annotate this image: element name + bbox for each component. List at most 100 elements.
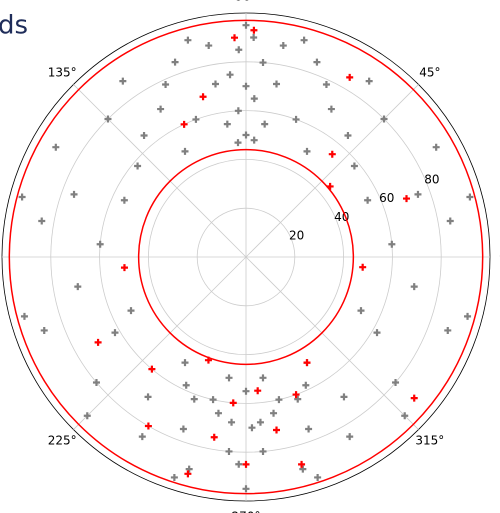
point [414, 190, 422, 198]
point [410, 283, 418, 291]
radial-tick-label: 80 [424, 173, 439, 187]
point [299, 465, 307, 473]
point [171, 58, 179, 66]
point [380, 115, 388, 123]
point [184, 470, 192, 478]
point [373, 329, 381, 337]
point [209, 396, 217, 404]
point [134, 162, 142, 170]
point [279, 42, 287, 50]
point [162, 81, 170, 89]
point [328, 150, 336, 158]
point [327, 105, 335, 113]
point [242, 21, 250, 29]
point [111, 329, 119, 337]
grid-circle [99, 110, 393, 404]
point [302, 381, 310, 389]
angle-tick-label: 315° [415, 433, 444, 447]
point [261, 120, 269, 128]
angle-tick-label: 270° [232, 510, 261, 513]
point [38, 217, 46, 225]
point [120, 196, 128, 204]
point [346, 73, 354, 81]
point [392, 378, 400, 386]
angle-tick-label: 225° [48, 433, 77, 447]
point [234, 139, 242, 147]
reference-circle [137, 148, 355, 366]
point [226, 71, 234, 79]
point [104, 115, 112, 123]
point [199, 93, 207, 101]
point [359, 263, 367, 271]
point [182, 381, 190, 389]
point [140, 132, 148, 140]
point [185, 465, 193, 473]
angle-tick-label: 90° [235, 0, 256, 4]
point [214, 409, 222, 417]
point [303, 359, 311, 367]
point [344, 132, 352, 140]
point [170, 473, 178, 481]
point [292, 115, 300, 123]
point [242, 485, 250, 493]
angle-tick-label: 45° [419, 66, 440, 80]
point [94, 338, 102, 346]
point [138, 433, 146, 441]
point [181, 147, 189, 155]
point [210, 433, 218, 441]
point [248, 424, 256, 432]
point [181, 359, 189, 367]
grid-spoke [73, 84, 247, 258]
point [242, 460, 250, 468]
point [40, 326, 48, 334]
point [254, 387, 262, 395]
point [242, 131, 250, 139]
point [259, 374, 267, 382]
point [242, 82, 250, 90]
point [223, 120, 231, 128]
point [250, 26, 258, 34]
point [231, 34, 239, 42]
point [74, 283, 82, 291]
grid-spoke [73, 256, 247, 430]
radial-tick-label: 40 [334, 210, 349, 224]
point [259, 447, 267, 455]
point [229, 399, 237, 407]
point [242, 387, 250, 395]
point [92, 378, 100, 386]
point [225, 374, 233, 382]
point [294, 395, 302, 403]
radial-tick-label: 60 [379, 191, 394, 205]
point [250, 34, 258, 42]
point [273, 426, 281, 434]
point [446, 217, 454, 225]
point [83, 412, 91, 420]
angle-tick-label: 135° [48, 66, 77, 80]
point [120, 264, 128, 272]
point [270, 409, 278, 417]
point [52, 143, 60, 151]
point [403, 195, 410, 203]
point [340, 393, 348, 401]
point [357, 307, 365, 315]
point [401, 412, 409, 420]
point [144, 393, 152, 401]
radial-tick-label: 20 [289, 229, 304, 243]
point [20, 312, 28, 320]
point [179, 425, 187, 433]
point [234, 107, 242, 115]
point [157, 105, 165, 113]
point [205, 42, 213, 50]
point [184, 36, 192, 44]
point [303, 147, 311, 155]
point [119, 77, 127, 85]
point [18, 193, 26, 201]
point [250, 136, 258, 144]
point [228, 418, 236, 426]
point [259, 59, 267, 67]
point [96, 240, 104, 248]
point [273, 80, 281, 88]
point [350, 162, 358, 170]
point [313, 58, 321, 66]
